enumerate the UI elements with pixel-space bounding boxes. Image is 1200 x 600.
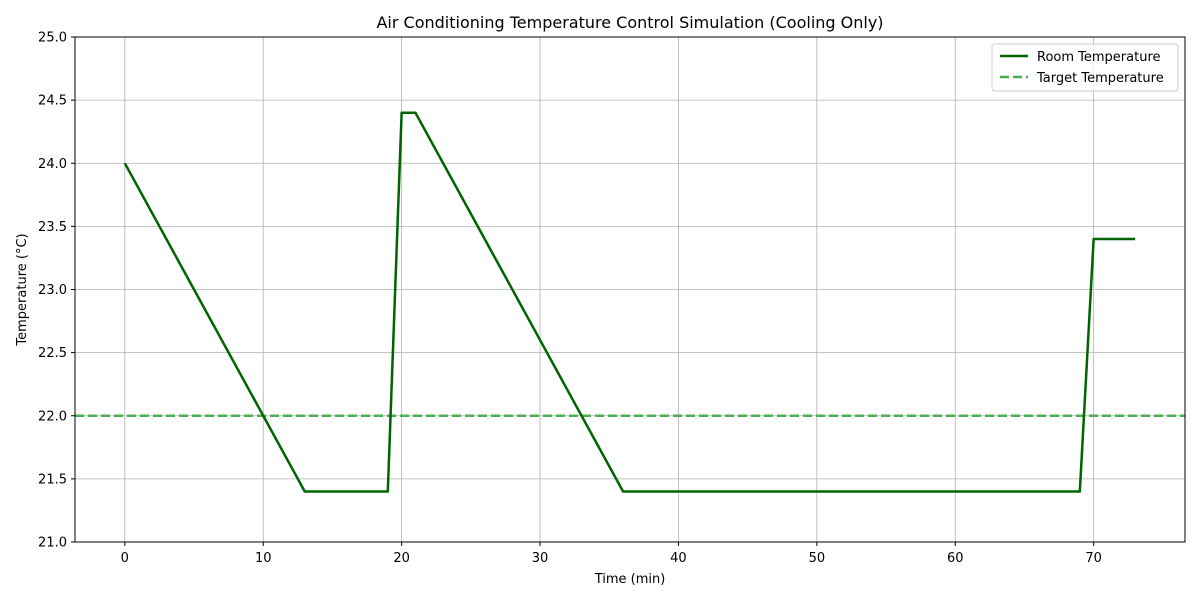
x-tick-label: 70	[1085, 551, 1102, 566]
x-tick-label: 10	[255, 551, 272, 566]
x-axis-ticks: 0 10 20 30 40 50 60 70	[121, 542, 1102, 566]
y-tick-label: 24.0	[38, 157, 67, 172]
x-axis-label: Time (min)	[594, 572, 666, 587]
x-tick-label: 20	[393, 551, 410, 566]
legend: Room Temperature Target Temperature	[991, 43, 1179, 92]
y-tick-label: 22.0	[38, 409, 67, 424]
legend-label-room-temperature: Room Temperature	[1037, 50, 1161, 65]
grid	[75, 36, 1185, 543]
x-tick-label: 50	[809, 551, 826, 566]
x-tick-label: 0	[121, 551, 129, 566]
y-tick-label: 21.5	[38, 472, 67, 487]
series-layer	[75, 111, 1185, 493]
y-axis-ticks: 21.0 21.5 22.0 22.5 23.0 23.5 24.0 24.5 25.0	[38, 31, 75, 551]
legend-label-target-temperature: Target Temperature	[1036, 71, 1164, 86]
x-tick-label: 40	[670, 551, 687, 566]
y-tick-label: 25.0	[38, 31, 67, 46]
y-tick-label: 22.5	[38, 346, 67, 361]
y-tick-label: 23.5	[38, 220, 67, 235]
x-tick-label: 30	[532, 551, 549, 566]
series-room-temperature-line	[123, 111, 1136, 493]
y-axis-label: Temperature (°C)	[15, 233, 30, 346]
y-tick-label: 21.0	[38, 536, 67, 551]
x-tick-label: 60	[947, 551, 964, 566]
y-tick-label: 23.0	[38, 283, 67, 298]
legend-box	[991, 43, 1179, 92]
y-tick-label: 24.5	[38, 94, 67, 109]
chart-title: Air Conditioning Temperature Control Sim…	[376, 13, 883, 32]
